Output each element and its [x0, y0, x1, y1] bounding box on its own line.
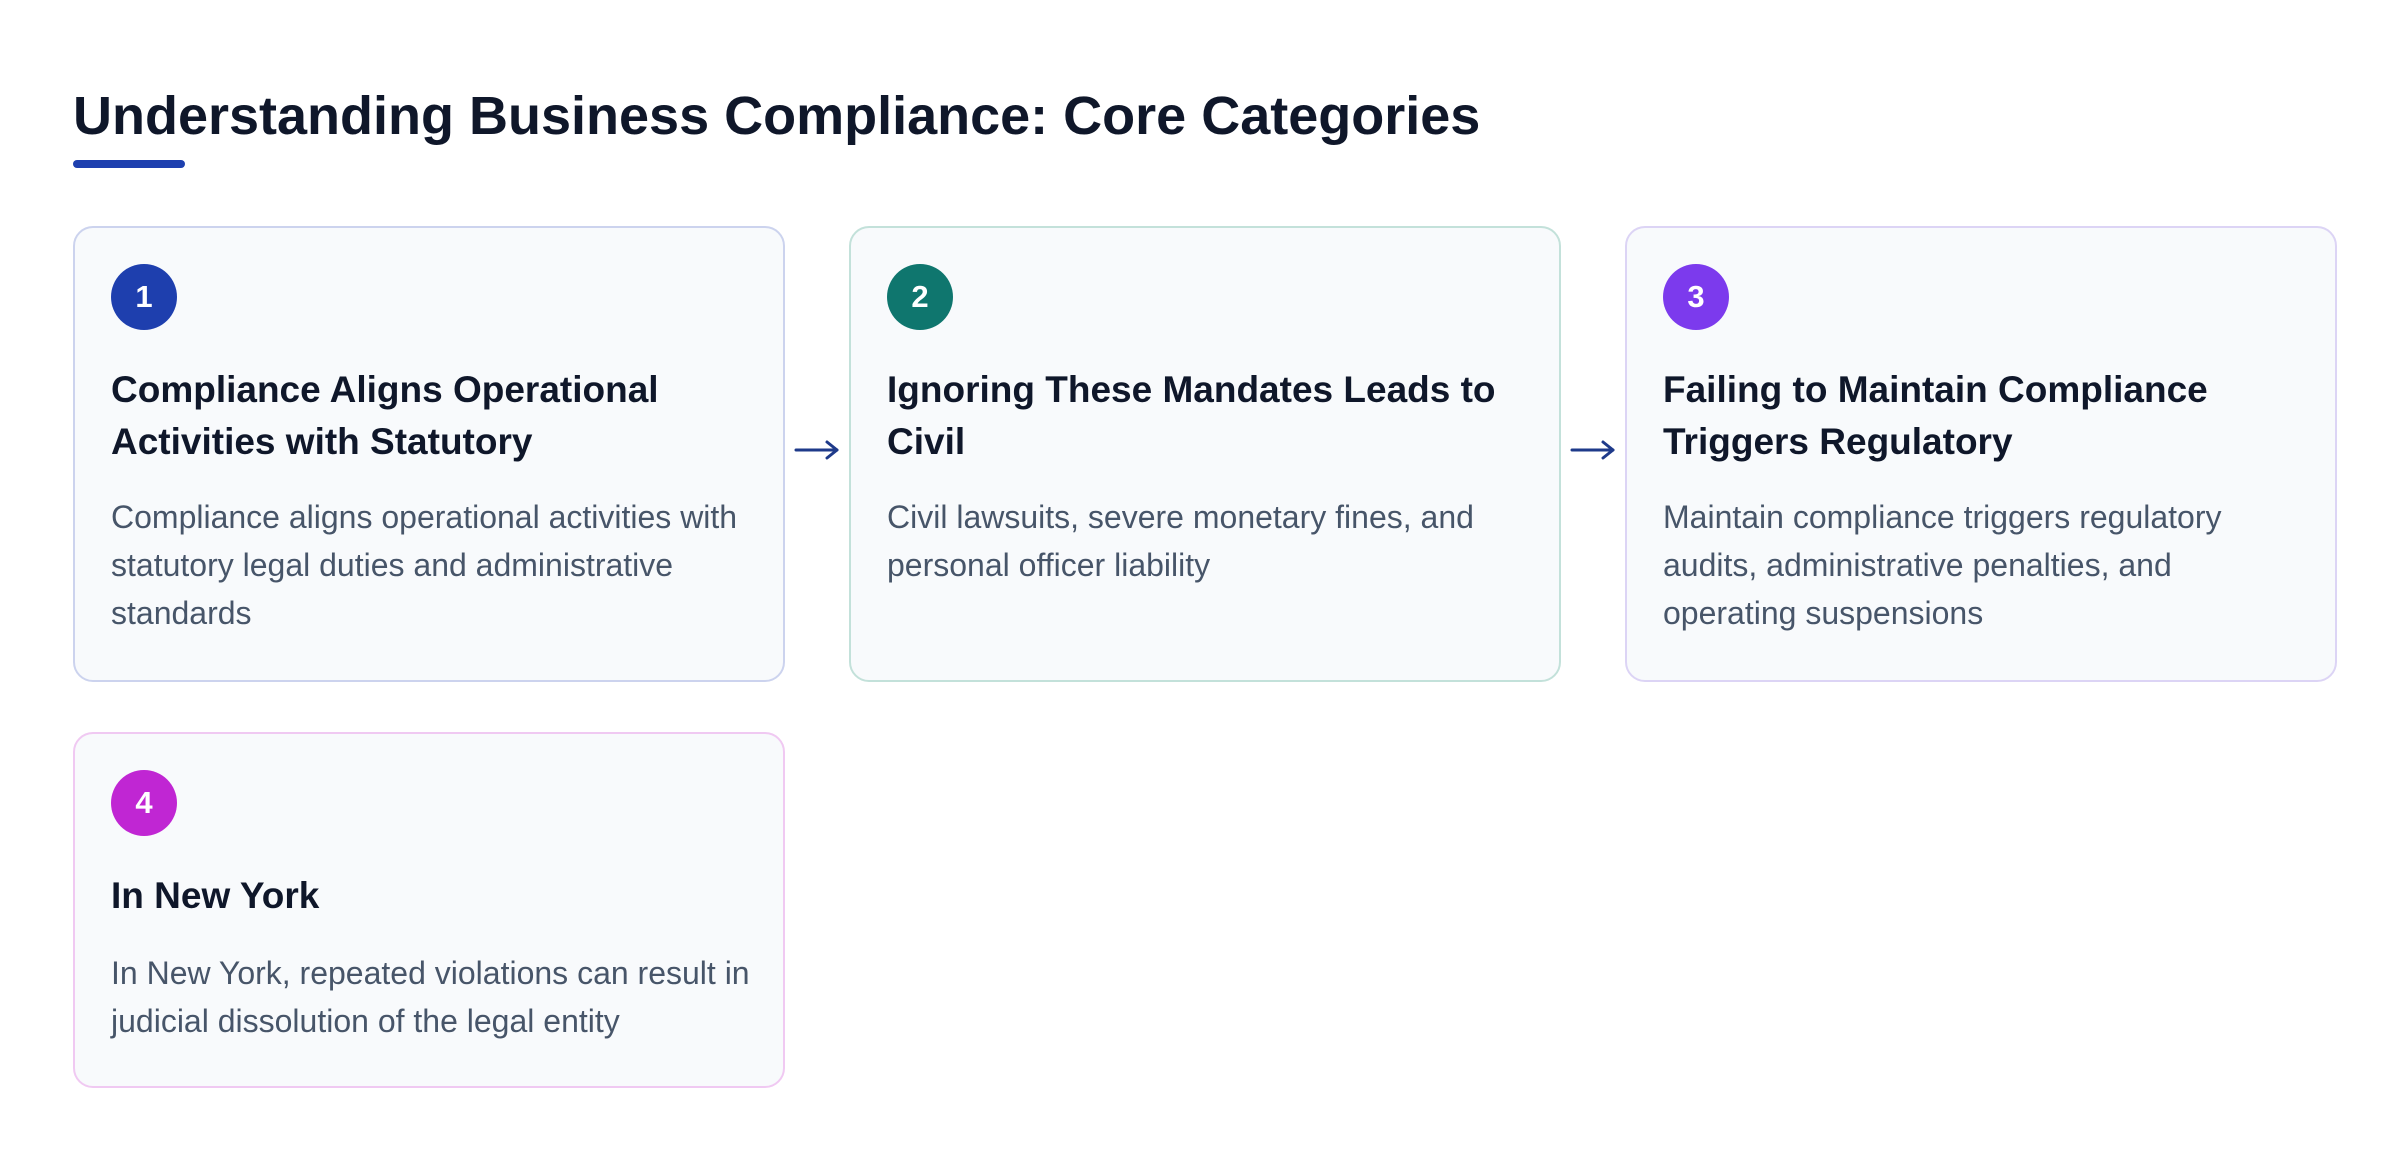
- step-number-badge: 1: [111, 264, 177, 330]
- step-number-badge: 3: [1663, 264, 1729, 330]
- card-title: In New York: [111, 875, 320, 916]
- arrow-right-icon: [1570, 440, 1615, 460]
- category-card-1: 1 Compliance Aligns Operational Activiti…: [73, 226, 785, 682]
- card-title: Compliance Aligns Operational Activities…: [111, 369, 659, 462]
- category-card-3: 3 Failing to Maintain Compliance Trigger…: [1625, 226, 2337, 682]
- card-title: Ignoring These Mandates Leads to Civil: [887, 369, 1496, 462]
- title-underline: [73, 160, 185, 168]
- arrow-right-icon: [794, 440, 839, 460]
- page-title: Understanding Business Compliance: Core …: [73, 86, 1481, 146]
- card-description: Maintain compliance triggers regulatory …: [1663, 499, 2222, 631]
- step-number-badge: 2: [887, 264, 953, 330]
- card-description: Civil lawsuits, severe monetary fines, a…: [887, 499, 1474, 583]
- card-title: Failing to Maintain Compliance Triggers …: [1663, 369, 2208, 462]
- step-number-badge: 4: [111, 770, 177, 836]
- card-description: In New York, repeated violations can res…: [111, 955, 750, 1039]
- category-card-2: 2 Ignoring These Mandates Leads to Civil…: [849, 226, 1561, 682]
- card-description: Compliance aligns operational activities…: [111, 499, 738, 631]
- category-card-4: 4 In New York In New York, repeated viol…: [73, 732, 785, 1088]
